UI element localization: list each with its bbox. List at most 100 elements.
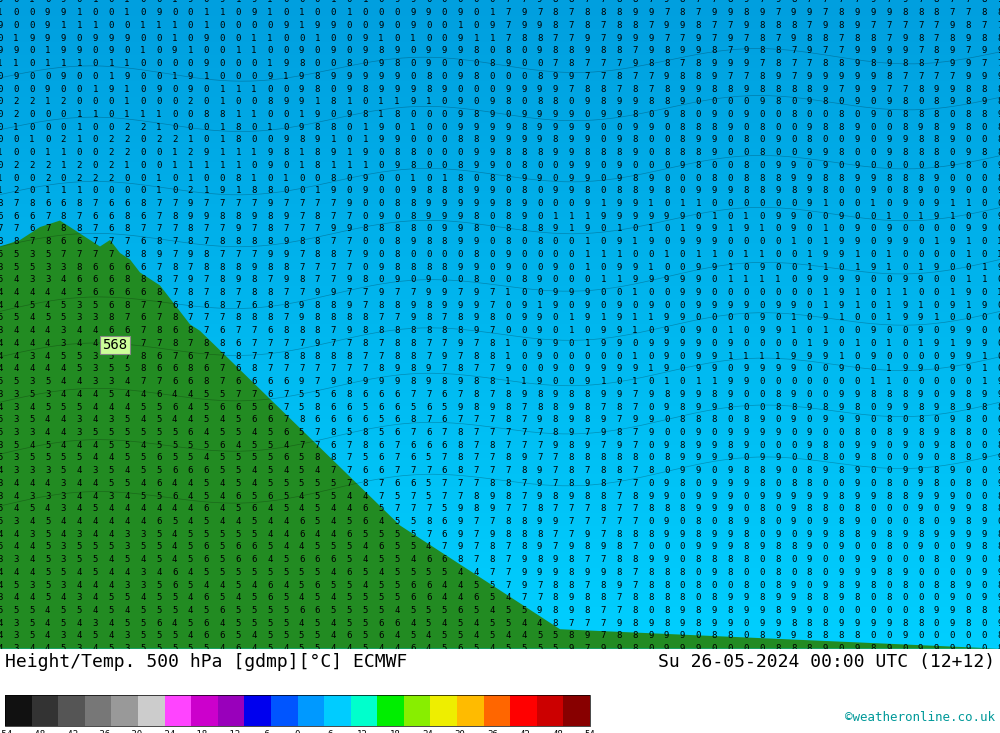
- Text: 0: 0: [569, 339, 574, 348]
- Text: 9: 9: [299, 301, 304, 310]
- Text: 9: 9: [743, 301, 749, 310]
- Text: 0: 0: [775, 517, 780, 526]
- Text: 0: 0: [140, 97, 146, 106]
- Text: 9: 9: [537, 339, 542, 348]
- Text: 7: 7: [458, 416, 463, 424]
- Text: 8: 8: [807, 136, 812, 144]
- Text: 9: 9: [537, 542, 542, 551]
- Text: 8: 8: [140, 250, 146, 259]
- Text: 1: 1: [616, 276, 622, 284]
- Text: 0: 0: [759, 110, 765, 119]
- Text: 0: 0: [442, 34, 447, 43]
- Text: 7: 7: [188, 314, 193, 323]
- Text: 4: 4: [93, 390, 98, 399]
- Text: 4: 4: [0, 339, 3, 348]
- Text: 0: 0: [696, 97, 701, 106]
- Text: 0: 0: [521, 364, 526, 373]
- Text: 8: 8: [807, 504, 812, 513]
- Text: 0: 0: [0, 122, 3, 132]
- Text: 0: 0: [410, 72, 415, 81]
- Text: 2: 2: [13, 110, 19, 119]
- Text: 0: 0: [823, 428, 828, 437]
- Text: 5: 5: [0, 504, 3, 513]
- Text: 1: 1: [727, 224, 733, 233]
- Text: 0: 0: [997, 364, 1000, 373]
- Text: 0: 0: [295, 729, 300, 733]
- Text: 0: 0: [934, 377, 939, 386]
- Text: 9: 9: [918, 186, 923, 195]
- Text: 5: 5: [156, 466, 161, 475]
- Text: 8: 8: [394, 326, 400, 335]
- Text: 0: 0: [791, 428, 796, 437]
- Text: 8: 8: [220, 237, 225, 246]
- Text: 9: 9: [966, 542, 971, 551]
- Text: 5: 5: [124, 454, 130, 463]
- Text: 9: 9: [616, 34, 622, 43]
- Text: 0: 0: [918, 581, 923, 589]
- Text: 8: 8: [569, 555, 574, 564]
- Text: 5: 5: [426, 479, 431, 488]
- Text: 7: 7: [521, 416, 526, 424]
- Text: 0: 0: [347, 0, 352, 4]
- Text: 0: 0: [537, 364, 542, 373]
- Text: 0: 0: [712, 97, 717, 106]
- Text: 7: 7: [442, 542, 447, 551]
- Text: 9: 9: [156, 8, 161, 17]
- Text: 8: 8: [680, 122, 685, 132]
- Text: 7: 7: [283, 402, 288, 411]
- Text: 4: 4: [537, 619, 542, 627]
- Text: 8: 8: [458, 466, 463, 475]
- Text: 5: 5: [45, 377, 50, 386]
- Text: 9: 9: [696, 441, 701, 449]
- Text: 0: 0: [188, 122, 193, 132]
- Text: 3: 3: [13, 390, 19, 399]
- Text: 9: 9: [616, 199, 622, 208]
- Text: 7: 7: [537, 428, 542, 437]
- Text: 0: 0: [632, 301, 638, 310]
- Text: 9: 9: [696, 364, 701, 373]
- Text: 7: 7: [505, 581, 511, 589]
- Text: 9: 9: [442, 84, 447, 94]
- Text: 7: 7: [362, 301, 368, 310]
- Text: 5: 5: [251, 568, 257, 577]
- Text: 7: 7: [585, 0, 590, 4]
- Bar: [165, 695, 191, 726]
- Text: 8: 8: [966, 619, 971, 627]
- Text: 6: 6: [299, 555, 304, 564]
- Text: 0: 0: [997, 517, 1000, 526]
- Text: 8: 8: [600, 97, 606, 106]
- Text: 9: 9: [251, 212, 257, 221]
- Text: 0: 0: [664, 262, 669, 272]
- Text: 9: 9: [616, 619, 622, 627]
- Text: 9: 9: [680, 161, 685, 170]
- Text: 9: 9: [458, 402, 463, 411]
- Text: 8: 8: [585, 8, 590, 17]
- Text: 7: 7: [505, 8, 511, 17]
- Text: 1: 1: [632, 237, 638, 246]
- Text: 8: 8: [632, 555, 638, 564]
- Text: 6: 6: [331, 402, 336, 411]
- Text: 24: 24: [422, 729, 433, 733]
- Text: 0: 0: [886, 454, 892, 463]
- Text: 8: 8: [775, 21, 780, 30]
- Text: 4: 4: [108, 454, 114, 463]
- Text: 4: 4: [29, 339, 34, 348]
- Text: 5: 5: [299, 644, 304, 653]
- Text: 0: 0: [378, 161, 384, 170]
- Text: 7: 7: [505, 466, 511, 475]
- Text: 9: 9: [680, 530, 685, 539]
- Text: 0: 0: [299, 34, 304, 43]
- Text: 7: 7: [918, 46, 923, 56]
- Text: 7: 7: [600, 0, 606, 4]
- Text: 9: 9: [505, 122, 511, 132]
- Text: 7: 7: [664, 8, 669, 17]
- Text: 9: 9: [251, 0, 257, 4]
- Text: 9: 9: [950, 619, 955, 627]
- Text: 6: 6: [458, 606, 463, 615]
- Text: 9: 9: [648, 237, 653, 246]
- Text: 9: 9: [807, 199, 812, 208]
- Text: 7: 7: [410, 466, 415, 475]
- Text: 9: 9: [251, 8, 257, 17]
- Text: 9: 9: [807, 46, 812, 56]
- Text: 0: 0: [378, 237, 384, 246]
